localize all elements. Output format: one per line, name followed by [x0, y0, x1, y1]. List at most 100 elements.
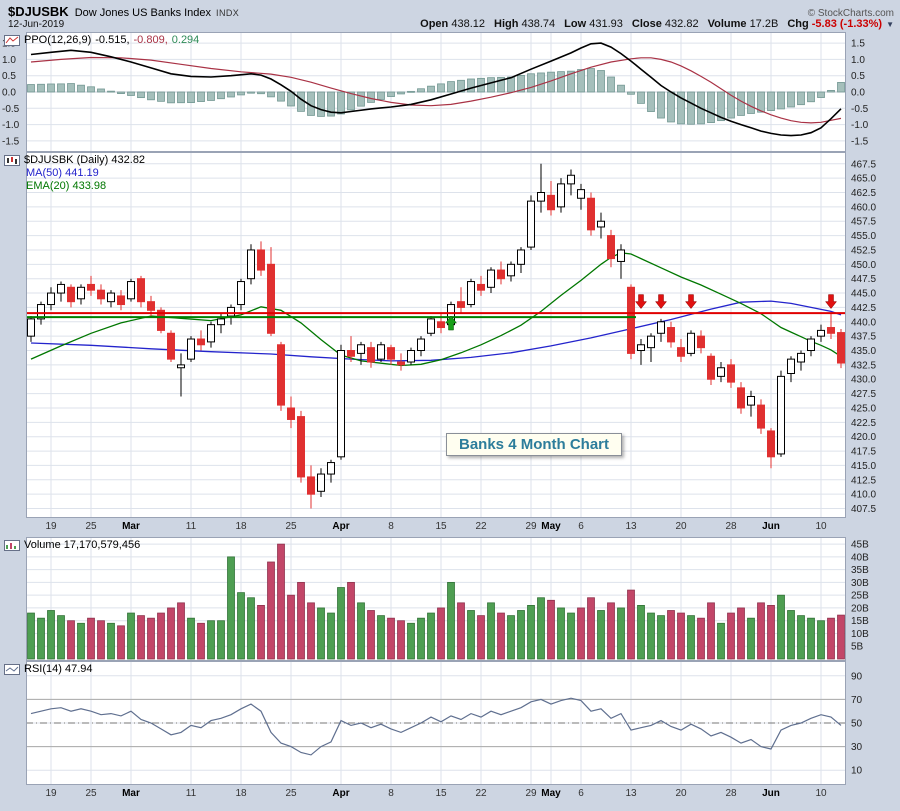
candle-body [127, 281, 135, 300]
candle-body [517, 249, 525, 265]
volume-bar [737, 607, 745, 660]
volume-bar [597, 610, 605, 660]
ppo-chart-axis-label-left: -1.0 [2, 120, 20, 131]
x-axis-tick-label: 10 [815, 521, 827, 532]
volume-legend: Volume 17,170,579,456 [4, 539, 140, 552]
x-axis-tick-label: 25 [285, 521, 297, 532]
volume-bar [357, 602, 365, 660]
candle-body [617, 249, 625, 262]
candle-body [47, 292, 55, 306]
ppo-chart: 1.51.51.01.00.50.50.00.0-0.5-0.5-1.0-1.0… [2, 32, 869, 152]
volume-bar [307, 602, 315, 660]
ppo-line [30, 42, 842, 137]
volume-bar [187, 617, 195, 660]
volume-panel: 45B 40B 35B 30B 25B 20B 15B 10B 5B Volume 17,170… [0, 537, 900, 661]
chart-header: $DJUSBK Dow Jones US Banks Index INDX © … [0, 3, 900, 32]
x-axis-tick-label: 25 [285, 788, 297, 799]
ppo-chart-axis-label-left: 0.5 [2, 71, 16, 82]
volume-chart-axis-label: 35B [851, 565, 869, 576]
volume-bar [587, 597, 595, 660]
volume-bar [57, 615, 65, 660]
volume-bar [257, 605, 265, 660]
volume-bar [237, 592, 245, 660]
ma50-line [30, 300, 842, 362]
candle-body [577, 189, 585, 199]
volume-chart-axis-label: 25B [851, 591, 869, 602]
volume-bar [67, 620, 75, 660]
candle-body [97, 289, 105, 300]
quote-high: High 438.74 [494, 18, 556, 30]
x-axis-tick-label: Mar [122, 788, 140, 799]
candle-body [807, 338, 815, 352]
volume-bar [347, 582, 355, 660]
candle-body [347, 350, 355, 357]
candle-body [687, 332, 695, 354]
x-axis-tick-label: 19 [45, 521, 57, 532]
volume-bar [127, 612, 135, 660]
ppo-value-signal: -0.809, [133, 34, 168, 46]
candle-body [547, 194, 555, 211]
volume-bar [767, 605, 775, 660]
x-axis-tick-label: 20 [675, 521, 687, 532]
price-chart-axis-label: 435.0 [851, 346, 876, 357]
candle-body [597, 220, 605, 228]
x-axis-tick-label: 25 [85, 788, 97, 799]
volume-bar [387, 617, 395, 660]
candle-body [57, 283, 65, 294]
down-arrow-icon [634, 294, 648, 309]
volume-bar [637, 605, 645, 660]
price-chart-axis-label: 450.0 [851, 260, 876, 271]
volume-bar [157, 612, 165, 660]
candle-body [157, 309, 165, 331]
candle-body [637, 344, 645, 352]
volume-panel-icon [4, 540, 20, 551]
volume-bar [717, 622, 725, 660]
x-axis-tick-label: 8 [388, 521, 394, 532]
candle-body [77, 286, 85, 300]
volume-bar [787, 610, 795, 660]
candle-body [427, 318, 435, 334]
candle-body [817, 329, 825, 337]
x-axis-tick-label: 22 [475, 788, 487, 799]
volume-bar [557, 607, 565, 660]
price-chart-axis-label: 467.5 [851, 159, 876, 170]
x-axis-tick-label: 6 [578, 788, 584, 799]
x-axis-labels-bottom: 19 25 Mar 11 18 25 Apr 8 15 22 29 May 6 13 20 28 Jun 10 [0, 785, 900, 804]
rsi-panel: 90 70 50 30 10 RSI(14) 47.94 [0, 661, 900, 785]
x-axis-tick-label: 13 [625, 788, 637, 799]
x-axis-tick-label: 15 [435, 788, 447, 799]
price-chart-axis-label: 415.0 [851, 461, 876, 472]
candle-body [287, 407, 295, 420]
down-arrow-icon [654, 294, 668, 309]
ppo-chart-axis-label-left: 0.0 [2, 88, 16, 99]
price-chart: 467.5 465.0 462.5 460.0 457.5 455.0 452.5 450.0… [26, 152, 876, 518]
up-arrow-icon [444, 315, 458, 331]
rsi-chart-axis-label: 70 [851, 695, 863, 706]
volume-bar [657, 615, 665, 660]
candle-body [607, 235, 615, 260]
header-dropdown-icon[interactable]: ▼ [886, 20, 894, 29]
candle-body [337, 350, 345, 458]
volume-bar [217, 620, 225, 660]
x-axis-tick-label: 19 [45, 788, 57, 799]
volume-label: Volume 17,170,579,456 [24, 539, 141, 551]
candle-body [827, 327, 835, 334]
ema20-legend: EMA(20) 433.98 [26, 180, 107, 192]
volume-bar [47, 610, 55, 660]
ma50-legend: MA(50) 441.19 [26, 167, 99, 179]
candle-body [507, 263, 515, 277]
ppo-chart-axis-label: 1.5 [851, 39, 865, 50]
candle-body [677, 347, 685, 357]
volume-bar [607, 602, 615, 660]
candle-body [467, 281, 475, 306]
volume-bar [367, 610, 375, 660]
candle-body [317, 473, 325, 492]
candle-body [667, 327, 675, 343]
exchange-tag: INDX [216, 8, 240, 18]
rsi-chart-axis-label: 50 [851, 719, 863, 730]
volume-bar [337, 587, 345, 660]
candle-body [487, 269, 495, 288]
rsi-chart-axis-label: 30 [851, 742, 863, 753]
volume-bar [477, 615, 485, 660]
volume-bar [397, 620, 405, 660]
